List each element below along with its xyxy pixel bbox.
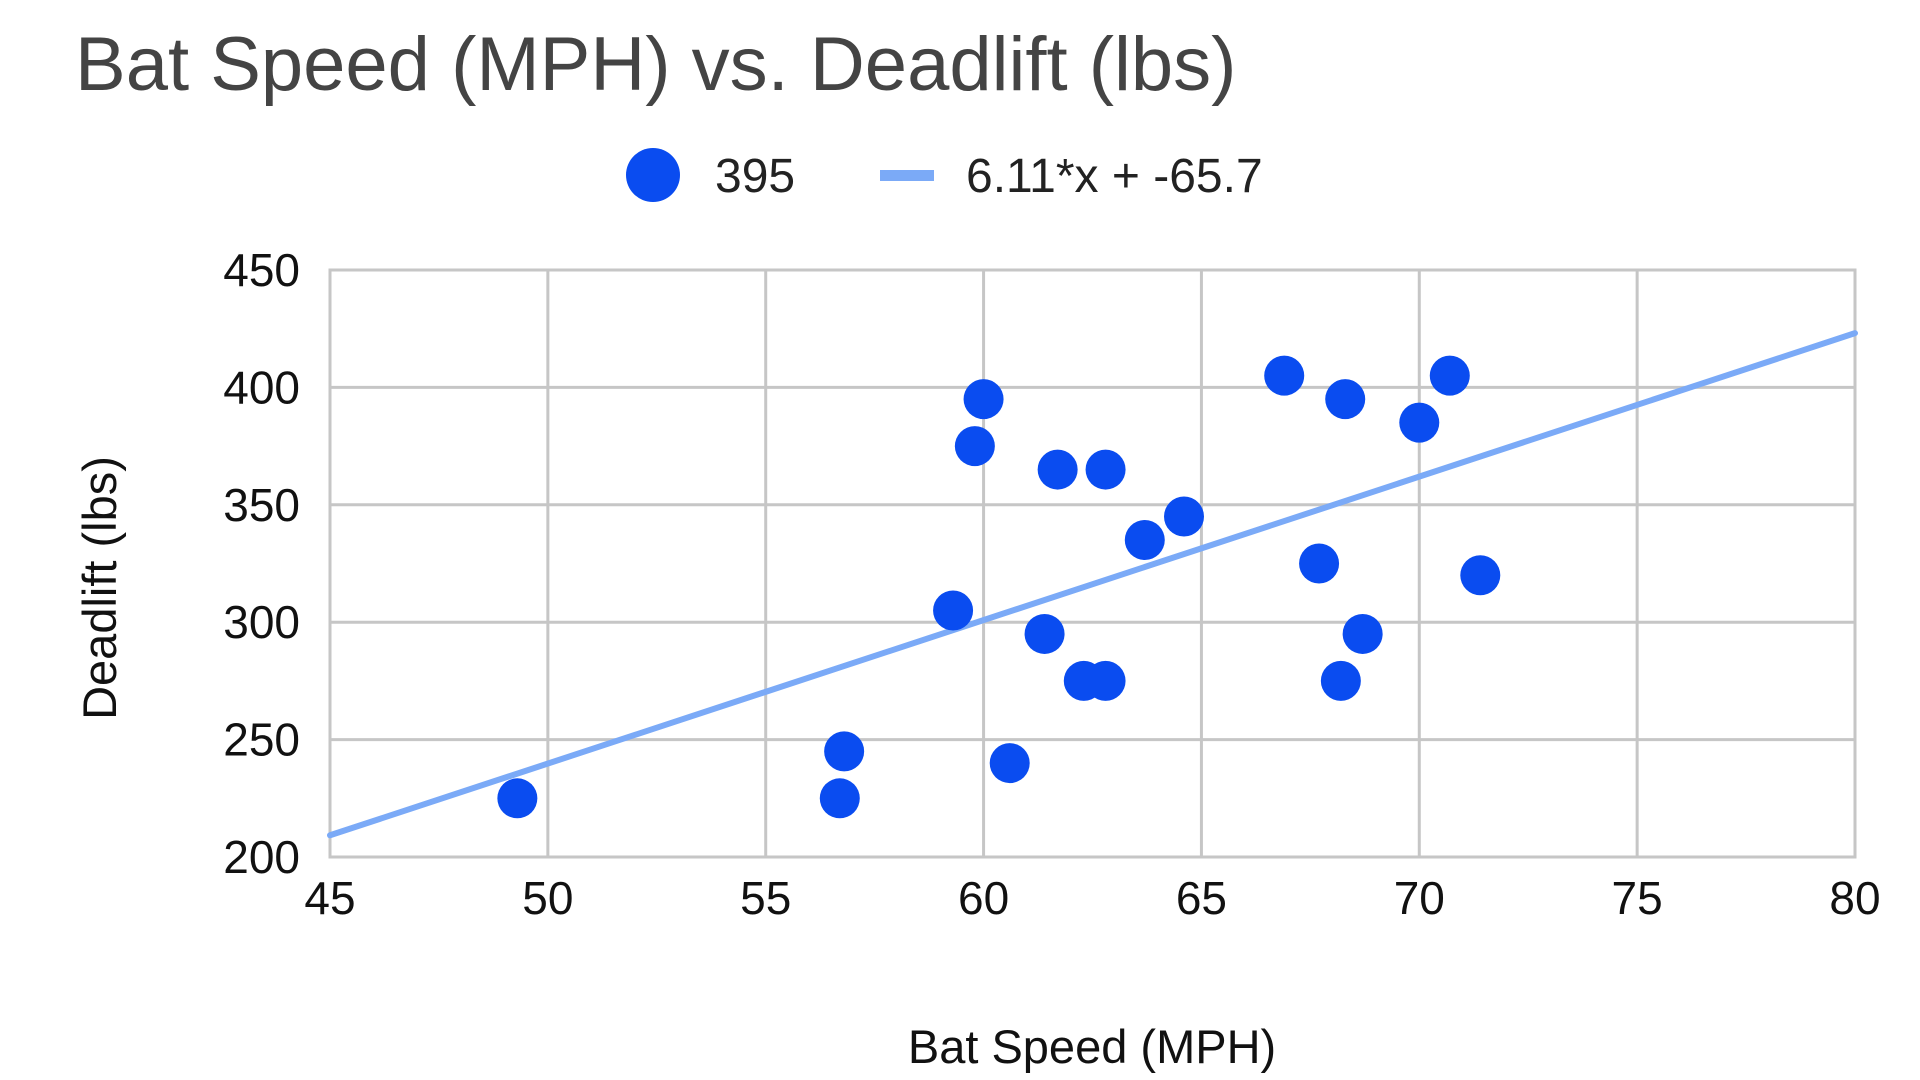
data-point (1429, 355, 1470, 396)
data-point (1320, 660, 1361, 701)
x-axis-ticks: 45 50 55 60 65 70 75 80 (304, 872, 1880, 924)
data-point (1460, 555, 1501, 596)
data-point (819, 778, 860, 819)
y-tick-label: 250 (223, 714, 300, 766)
data-point (933, 590, 974, 631)
data-point (497, 778, 538, 819)
y-tick-label: 350 (223, 479, 300, 531)
x-tick-label: 55 (740, 872, 791, 924)
legend: 395 6.11*x + -65.7 (626, 148, 1263, 203)
data-point (1164, 496, 1204, 537)
data-point (1325, 379, 1366, 420)
x-axis-title: Bat Speed (MPH) (908, 1020, 1276, 1073)
data-points (497, 355, 1501, 819)
x-tick-label: 75 (1612, 872, 1663, 924)
y-tick-label: 200 (223, 831, 300, 883)
grid (328, 268, 1857, 859)
y-axis-ticks: 200 250 300 350 400 450 (223, 244, 300, 883)
data-point (989, 743, 1030, 784)
y-tick-label: 300 (223, 596, 300, 648)
x-tick-label: 45 (304, 872, 355, 924)
data-point (1024, 613, 1065, 654)
legend-label-trendline: 6.11*x + -65.7 (966, 150, 1263, 203)
data-point (1342, 613, 1383, 654)
data-point (954, 426, 995, 467)
x-tick-label: 70 (1394, 872, 1445, 924)
trendline (327, 330, 1858, 839)
y-tick-label: 400 (223, 361, 300, 413)
x-tick-label: 65 (1176, 872, 1227, 924)
x-tick-label: 80 (1829, 872, 1880, 924)
data-point (1037, 449, 1078, 490)
x-tick-label: 50 (522, 872, 573, 924)
data-point (963, 379, 1004, 420)
x-tick-label: 60 (958, 872, 1009, 924)
legend-label-points: 395 (715, 150, 795, 203)
trendline-layer (327, 330, 1858, 839)
data-point (824, 731, 865, 772)
data-point (1264, 355, 1305, 396)
plot-area (328, 268, 1857, 859)
chart-title: Bat Speed (MPH) vs. Deadlift (lbs) (75, 22, 1237, 107)
legend-marker-trendline (880, 170, 934, 181)
y-tick-label: 450 (223, 244, 300, 296)
data-point (1124, 520, 1165, 561)
legend-marker-points (626, 148, 680, 202)
y-axis-title: Deadlift (lbs) (73, 456, 126, 720)
data-point (1299, 543, 1340, 584)
data-point (1085, 449, 1126, 490)
data-point (1085, 660, 1126, 701)
data-point (1399, 402, 1440, 443)
